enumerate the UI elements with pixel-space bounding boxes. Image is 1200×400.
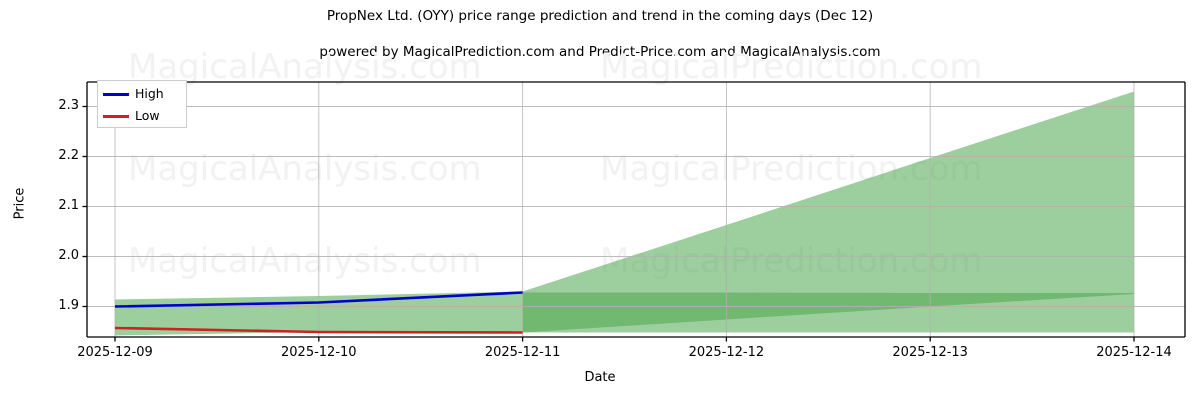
watermark-text: MagicalAnalysis.com [128,241,482,281]
watermark-layer: MagicalAnalysis.com MagicalPrediction.com… [128,47,983,281]
chart-legend: High Low [97,80,187,128]
legend-label-high: High [135,86,164,101]
gridlines [87,82,1185,337]
x-tick-label: 2025-12-11 [484,345,561,360]
tick-marks [82,105,1135,342]
forecast-trend-band [522,292,1134,333]
y-tick-label: 2.0 [58,247,79,263]
x-tick-label: 2025-12-09 [77,345,153,360]
chart-subtitle: powered by MagicalPrediction.com and Pre… [319,44,881,60]
legend-swatch-low [103,115,129,118]
x-tick-label: 2025-12-14 [1096,345,1172,360]
y-tick-label: 1.9 [58,297,79,313]
legend-item-low: Low [98,105,188,127]
axis-spines [86,81,1186,338]
y-tick-label: 2.3 [58,97,79,113]
legend-swatch-high [103,93,129,96]
y-tick-label: 2.1 [58,197,79,213]
watermark-text: MagicalPrediction.com [600,47,983,87]
y-tick-label: 2.2 [58,147,79,163]
x-axis-label: Date [584,370,616,385]
watermark-text: MagicalAnalysis.com [128,149,482,189]
series-lines [114,291,523,334]
x-tick-label: 2025-12-12 [688,345,765,360]
forecast-cone-band [522,91,1134,333]
series-line-low [114,326,523,334]
x-tick-label: 2025-12-10 [281,345,357,360]
legend-item-high: High [98,83,188,105]
x-tick-label: 2025-12-13 [892,345,968,360]
prediction-band-layer [115,91,1134,336]
chart-title: PropNex Ltd. (OYY) price range predictio… [326,8,874,24]
series-line-high [114,291,523,308]
legend-label-low: Low [135,108,160,123]
y-axis-label: Price [12,187,28,220]
